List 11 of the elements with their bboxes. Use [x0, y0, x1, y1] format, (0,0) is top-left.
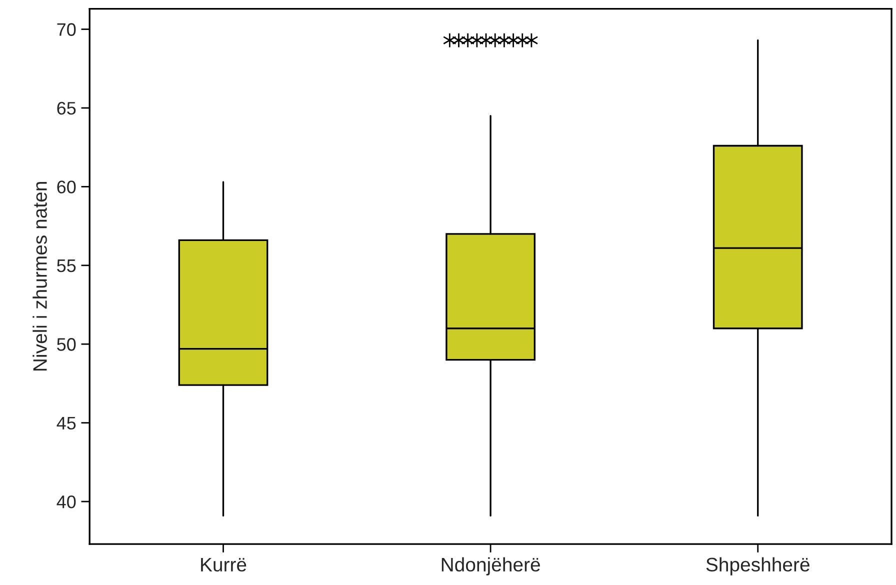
y-tick-label: 60 — [57, 180, 76, 194]
y-tick-label: 70 — [57, 23, 76, 36]
x-tick-label: Kurrë — [201, 558, 246, 572]
x-tick-label: Shpeshherë — [706, 557, 810, 576]
x-tick-label: Ndonjëherë — [442, 557, 540, 576]
y-tick-label: 45 — [56, 416, 76, 430]
y-axis-title: Niveli i zhurmes naten — [32, 182, 47, 370]
y-tick-label: 65 — [57, 102, 76, 115]
y-tick-label: 55 — [57, 260, 76, 272]
y-tick-label: 40 — [56, 495, 76, 508]
y-tick-label: 50 — [57, 338, 76, 351]
